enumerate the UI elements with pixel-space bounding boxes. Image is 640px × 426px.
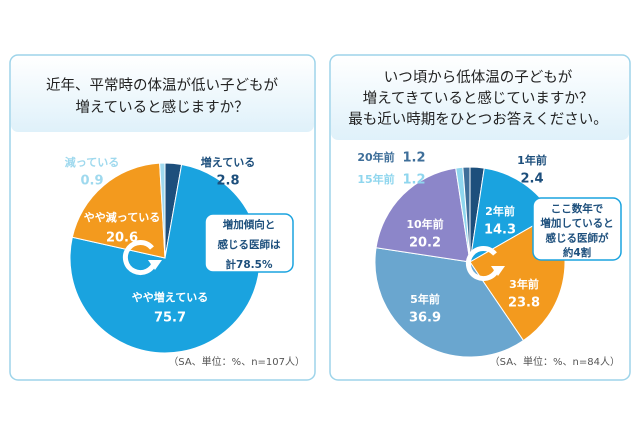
title-band [11,56,314,132]
annotation: 増加傾向と [223,218,276,231]
value-label: 0.9 [80,174,103,189]
pie-slice [71,162,166,259]
pie-slice [462,166,471,263]
annotation-box [204,213,294,273]
note: （SA、単位：%、n=84人） [490,355,620,368]
slice-label: 20年前 [357,150,394,164]
value-label: 20.2 [409,236,441,251]
value-label: 2.8 [216,174,239,189]
slice-label: 2年前 [485,204,515,218]
value-label: 23.8 [508,296,540,311]
arrow-icon [122,240,158,275]
slice-label: やや増えている [132,290,208,304]
pie-slice [159,162,166,259]
annotation-box [532,197,622,261]
chart-title: 増えていると感じますか？ [75,99,248,116]
annotation: 感じる医師が [546,231,609,244]
value-label: 20.6 [106,231,138,246]
slice-label: やや減っている [84,210,160,224]
arrow-icon [465,246,501,281]
slice-label: 1年前 [517,153,547,167]
value-label: 75.7 [154,311,186,326]
value-label: 1.2 [402,173,425,188]
arrow-head [148,260,162,270]
slice-label: 減っている [65,155,119,169]
value-label: 36.9 [409,311,441,326]
annotation: 増加していると [540,217,613,230]
slice-label: 増えている [201,155,255,169]
pie-slice [374,247,525,358]
pie-slice [375,167,471,263]
annotation: 感じる医師は [218,238,281,251]
slice-label: 5年前 [410,292,440,306]
slice-label: 3年前 [509,277,539,291]
title-band [331,56,629,140]
slice-label: 15年前 [357,172,394,186]
arrow-head [491,266,505,276]
slice-label: 10年前 [406,217,443,231]
chart-title: 最も近い時期をひとつお答えください。 [348,111,608,128]
annotation: 約4割 [563,246,591,259]
annotation: ここ数年で [551,202,604,215]
value-label: 1.2 [402,151,425,166]
annotation: 計78.5% [226,258,273,271]
chart-title: 近年、平常時の体温が低い子どもが [46,77,278,94]
value-label: 2.4 [520,172,543,187]
note: （SA、単位：%、n=107人） [168,355,305,368]
chart-title: いつ頃から低体温の子どもが [384,69,573,86]
chart-title: 増えてきていると感じていますか？ [363,90,594,107]
pie-slice [69,163,261,354]
value-label: 14.3 [484,223,516,238]
